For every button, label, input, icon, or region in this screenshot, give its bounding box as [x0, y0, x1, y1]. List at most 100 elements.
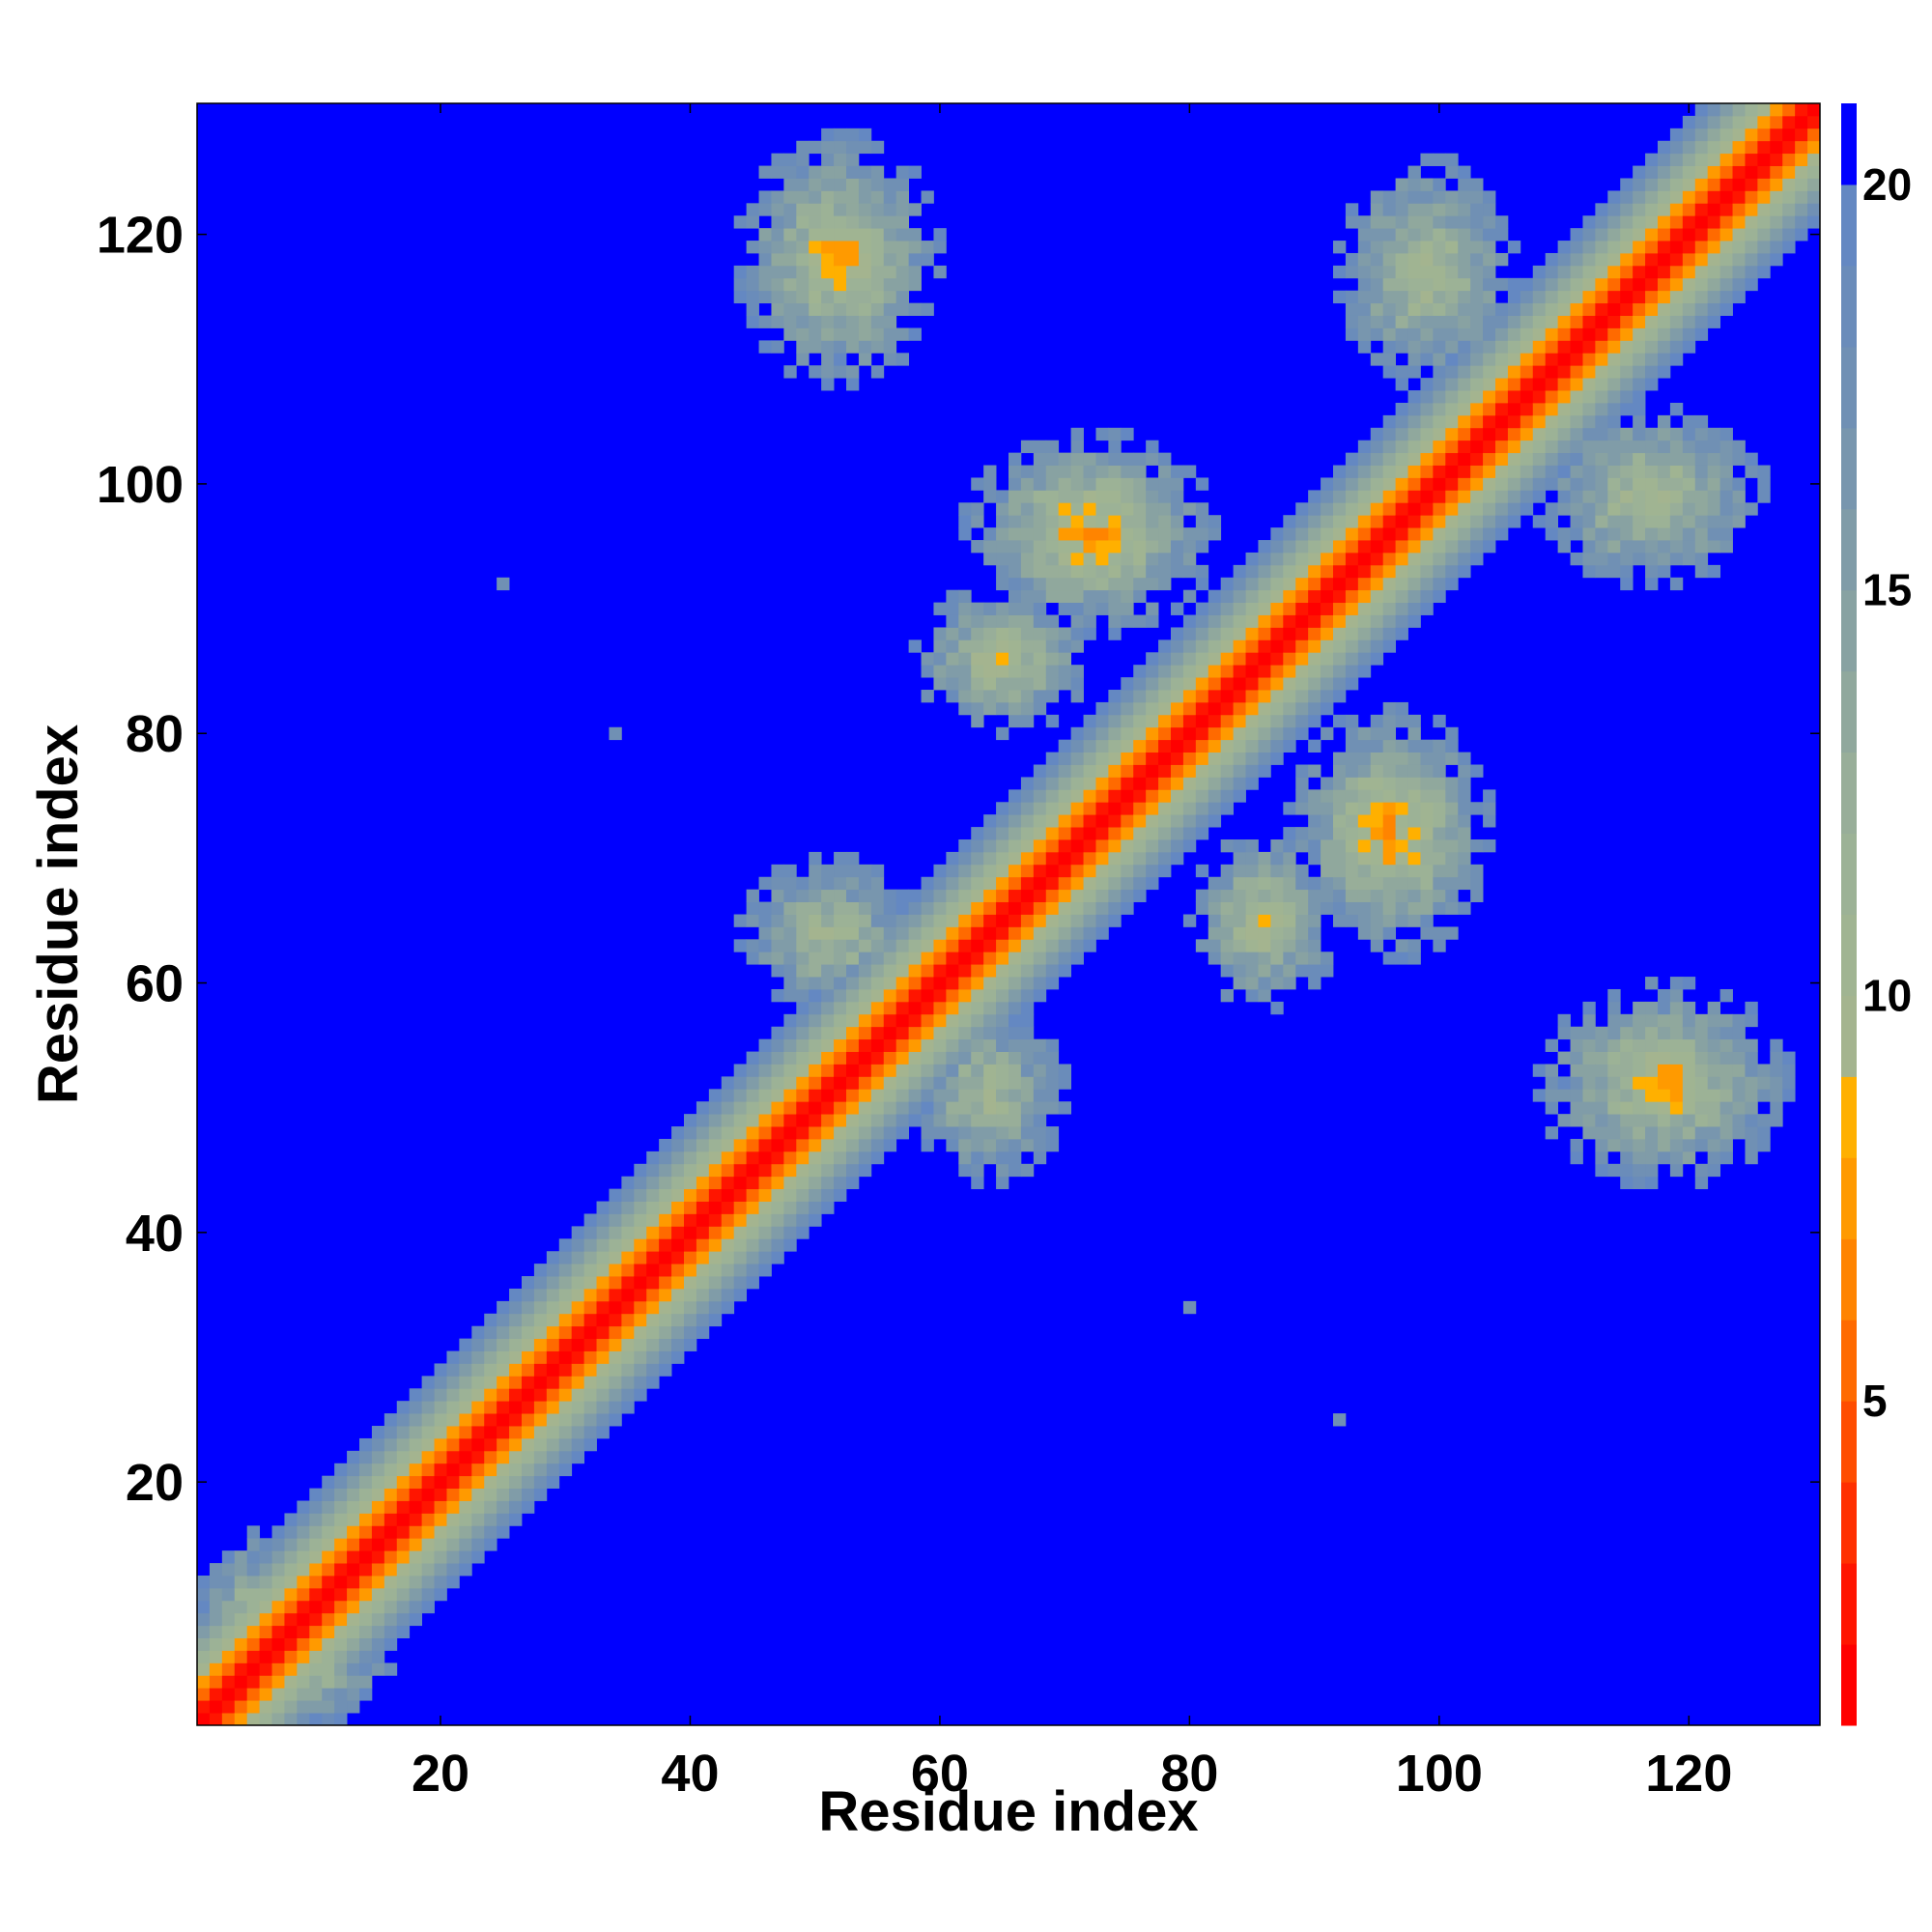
heatmap-cell: [1732, 1026, 1746, 1040]
heatmap-cell: [858, 190, 872, 204]
heatmap-cell: [509, 1500, 523, 1514]
heatmap-cell: [197, 1637, 211, 1651]
heatmap-cell: [1420, 540, 1434, 554]
heatmap-cell: [1195, 614, 1209, 628]
heatmap-cell: [1570, 1051, 1583, 1065]
heatmap-cell: [1745, 103, 1758, 117]
heatmap-cell: [1507, 515, 1521, 528]
heatmap-cell: [1707, 1089, 1721, 1102]
heatmap-cell: [1470, 490, 1484, 503]
heatmap-cell: [1682, 277, 1696, 292]
heatmap-cell: [684, 1276, 697, 1290]
heatmap-cell: [1208, 652, 1222, 666]
heatmap-cell: [322, 1563, 335, 1577]
heatmap-cell: [1458, 490, 1471, 503]
heatmap-cell: [1682, 490, 1696, 503]
heatmap-cell: [1420, 564, 1434, 579]
heatmap-cell: [908, 265, 922, 279]
heatmap-cell: [646, 1313, 660, 1327]
heatmap-cell: [708, 1176, 723, 1190]
heatmap-cell: [1295, 652, 1309, 666]
heatmap-cell: [1407, 876, 1421, 891]
heatmap-cell: [834, 290, 847, 304]
heatmap-cell: [1633, 1163, 1646, 1178]
heatmap-cell: [1233, 690, 1246, 703]
heatmap-cell: [1757, 165, 1771, 179]
heatmap-cell: [946, 988, 959, 1003]
heatmap-cell: [533, 1437, 548, 1452]
heatmap-cell: [1058, 889, 1072, 902]
heatmap-cell: [1033, 827, 1047, 840]
heatmap-cell: [1582, 327, 1596, 341]
heatmap-cell: [1570, 290, 1583, 304]
heatmap-cell: [1445, 802, 1459, 815]
heatmap-cell: [1009, 964, 1022, 978]
heatmap-cell: [1020, 814, 1035, 828]
heatmap-cell: [297, 1713, 310, 1726]
heatmap-cell: [1070, 827, 1084, 840]
heatmap-cell: [209, 1576, 223, 1589]
heatmap-cell: [1757, 203, 1771, 216]
heatmap-cell: [1108, 752, 1122, 765]
heatmap-cell: [771, 1176, 784, 1190]
heatmap-cell: [1208, 602, 1222, 615]
heatmap-cell: [1258, 652, 1271, 666]
heatmap-cell: [983, 926, 997, 940]
heatmap-cell: [1195, 726, 1209, 741]
heatmap-cell: [1694, 1026, 1709, 1040]
heatmap-cell: [1719, 140, 1733, 155]
heatmap-cell: [821, 1038, 835, 1052]
heatmap-cell: [334, 1600, 348, 1614]
heatmap-cell: [895, 252, 910, 267]
heatmap-cell: [522, 1475, 535, 1490]
heatmap-cell: [1070, 690, 1084, 703]
heatmap-cell: [1083, 889, 1096, 902]
heatmap-cell: [1009, 926, 1022, 940]
heatmap-cell: [895, 914, 910, 927]
heatmap-cell: [1645, 977, 1659, 990]
heatmap-cell: [983, 1151, 997, 1165]
heatmap-cell: [921, 1101, 934, 1115]
heatmap-cell: [1146, 827, 1159, 840]
heatmap-cell: [1258, 914, 1271, 927]
heatmap-cell: [1407, 452, 1421, 466]
heatmap-cell: [1570, 1076, 1583, 1090]
heatmap-cell: [758, 1176, 772, 1190]
heatmap-cell: [1245, 764, 1259, 778]
heatmap-cell: [1420, 914, 1434, 927]
heatmap-cell: [870, 327, 885, 341]
heatmap-cell: [846, 1151, 860, 1165]
heatmap-cell: [796, 977, 810, 990]
heatmap-cell: [846, 914, 860, 927]
heatmap-cell: [1357, 440, 1372, 454]
heatmap-cell: [895, 353, 910, 366]
heatmap-cell: [858, 178, 872, 191]
heatmap-cell: [1570, 414, 1583, 429]
heatmap-cell: [1770, 228, 1783, 242]
heatmap-cell: [858, 876, 872, 891]
heatmap-cell: [1607, 365, 1621, 379]
heatmap-cell: [209, 1713, 223, 1726]
heatmap-cell: [1582, 1013, 1596, 1028]
heatmap-cell: [834, 1013, 847, 1028]
heatmap-cell: [1382, 914, 1397, 927]
heatmap-cell: [1395, 701, 1408, 716]
heatmap-cell: [771, 939, 784, 952]
heatmap-cell: [596, 1426, 610, 1439]
heatmap-cell: [659, 1213, 672, 1227]
heatmap-cell: [1420, 265, 1434, 279]
heatmap-cell: [1020, 1163, 1035, 1178]
heatmap-cell: [1308, 652, 1321, 666]
heatmap-cell: [1658, 1101, 1671, 1115]
heatmap-cell: [1782, 203, 1796, 216]
heatmap-cell: [1283, 639, 1296, 653]
heatmap-cell: [958, 627, 972, 640]
heatmap-cell: [946, 652, 959, 666]
heatmap-cell: [1707, 103, 1721, 117]
heatmap-cell: [1458, 327, 1471, 341]
heatmap-cell: [1557, 452, 1571, 466]
heatmap-cell: [870, 939, 885, 952]
heatmap-cell: [347, 1688, 360, 1701]
heatmap-cell: [1321, 952, 1334, 965]
heatmap-cell: [1645, 241, 1659, 254]
